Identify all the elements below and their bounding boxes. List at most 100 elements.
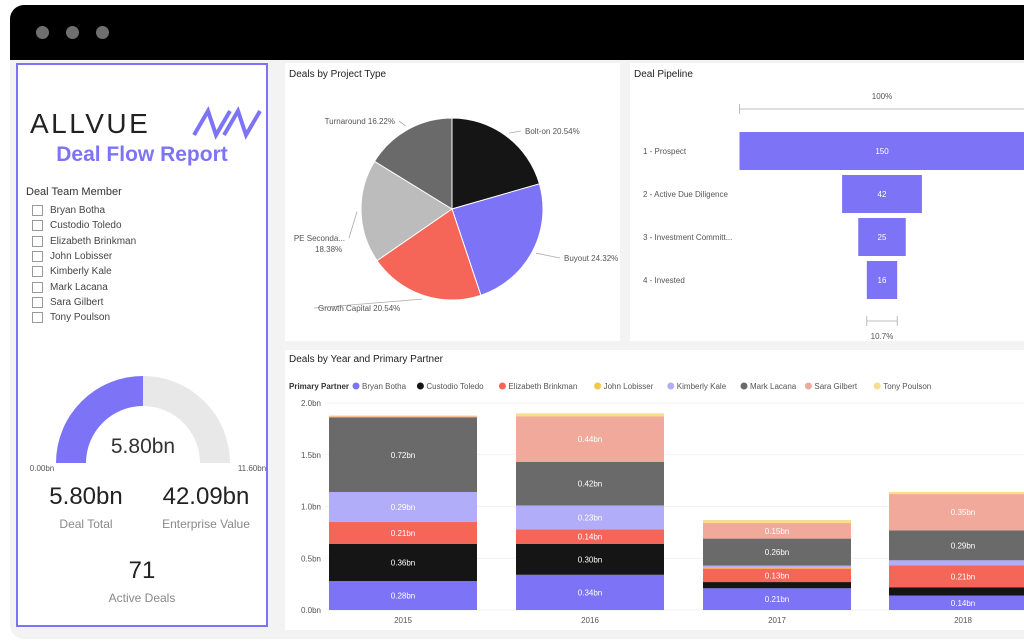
stacked-bar-segment[interactable] — [329, 492, 477, 523]
y-tick-label: 1.0bn — [301, 503, 321, 512]
legend-marker-icon — [667, 382, 675, 390]
stacked-bar-segment[interactable] — [516, 461, 664, 506]
pie-leader-line — [313, 298, 422, 309]
funnel-bar[interactable] — [842, 175, 922, 213]
checkbox-icon[interactable] — [32, 266, 43, 278]
deal-pipeline-funnel[interactable]: 100% 150 1 - Prospect 42 2 - Active Due Dili… — [630, 63, 1024, 341]
legend-marker-icon — [352, 382, 360, 390]
stacked-bar-segment[interactable] — [703, 568, 851, 583]
pie-slice-label: Buyout 24.32% — [564, 254, 618, 263]
funnel-bar-label: 150 — [875, 147, 889, 156]
pie-slice[interactable] — [373, 117, 453, 210]
stacked-bar-segment[interactable] — [329, 415, 477, 417]
pie-slice[interactable] — [376, 208, 482, 301]
checkbox-icon[interactable] — [32, 220, 43, 232]
stacked-bar-segment[interactable] — [889, 494, 1024, 531]
y-tick-label: 1.5bn — [301, 451, 321, 460]
x-tick-label: 2018 — [954, 616, 972, 625]
stacked-bar-segment[interactable] — [516, 574, 664, 610]
stacked-bar-segment[interactable] — [703, 523, 851, 539]
stacked-bar-segment[interactable] — [889, 587, 1024, 596]
segment-data-label: 0.13bn — [765, 571, 789, 580]
stacked-bar-segment[interactable] — [703, 588, 851, 610]
stacked-bar-segment[interactable] — [516, 529, 664, 544]
stacked-bar-segment[interactable] — [329, 416, 477, 418]
slicer-item[interactable]: Kimberly Kale — [32, 264, 136, 279]
checkbox-icon[interactable] — [32, 205, 43, 217]
slicer-item[interactable]: John Lobisser — [32, 249, 136, 264]
legend-marker-icon — [498, 382, 506, 390]
slicer-item[interactable]: Sara Gilbert — [32, 295, 136, 310]
checkbox-icon[interactable] — [32, 296, 43, 308]
slicer-item-label: Mark Lacana — [50, 281, 108, 293]
slicer-title: Deal Team Member — [26, 186, 122, 198]
stacked-bar-segment[interactable] — [516, 416, 664, 462]
pie-slice[interactable] — [451, 117, 541, 210]
stacked-bar-segment[interactable] — [889, 530, 1024, 561]
segment-data-label: 0.35bn — [951, 508, 975, 517]
stacked-bar-segment[interactable] — [516, 505, 664, 530]
summary-panel: ALLVUE Deal Flow Report Deal Team Member… — [16, 63, 268, 627]
legend-marker-icon — [740, 382, 748, 390]
slicer-item-label: Bryan Botha — [50, 205, 106, 217]
stacked-bar-segment[interactable] — [889, 560, 1024, 566]
close-dot-icon[interactable] — [36, 26, 49, 39]
stacked-bar-segment[interactable] — [516, 543, 664, 575]
slicer-item[interactable]: Mark Lacana — [32, 279, 136, 294]
funnel-bar-label: 42 — [878, 190, 887, 199]
stacked-bar-segment[interactable] — [703, 582, 851, 589]
funnel-category-label: 2 - Active Due Diligence — [643, 190, 728, 199]
checkbox-icon[interactable] — [32, 312, 43, 324]
segment-data-label: 0.21bn — [951, 572, 975, 581]
stacked-bar-segment[interactable] — [516, 413, 664, 417]
segment-data-label: 0.14bn — [578, 533, 602, 542]
pie-slice-percent: 18.38% — [315, 245, 342, 254]
legend-item: Elizabeth Brinkman — [508, 382, 577, 391]
pie-slice[interactable] — [451, 183, 544, 296]
stacked-bar-segment[interactable] — [329, 581, 477, 610]
stacked-bar-segment[interactable] — [703, 519, 851, 524]
checkbox-icon[interactable] — [32, 281, 43, 293]
deal-total-label: Deal Total — [59, 517, 113, 531]
pie-slice[interactable] — [360, 160, 453, 262]
slicer-item-label: Tony Poulson — [50, 312, 111, 324]
y-tick-label: 0.0bn — [301, 606, 321, 615]
stacked-bar-segment[interactable] — [329, 522, 477, 544]
x-tick-label: 2015 — [394, 616, 412, 625]
funnel-bar-label: 25 — [878, 233, 887, 242]
stacked-bar-segment[interactable] — [329, 543, 477, 582]
year-partner-stacked-bar-chart[interactable]: Primary Partner Bryan Botha Custodio Toled… — [285, 350, 1024, 630]
maximize-dot-icon[interactable] — [96, 26, 109, 39]
segment-data-label: 0.34bn — [578, 588, 602, 597]
stacked-bar-segment[interactable] — [889, 492, 1024, 495]
funnel-bar[interactable] — [858, 218, 906, 256]
funnel-bar[interactable] — [739, 132, 1024, 170]
pie-leader-line — [398, 120, 406, 127]
stacked-bar-segment[interactable] — [889, 595, 1024, 610]
funnel-category-label: 1 - Prospect — [643, 147, 687, 156]
logo-text: ALLVUE — [30, 108, 150, 139]
stacked-bar-segment[interactable] — [703, 538, 851, 566]
slicer-item[interactable]: Elizabeth Brinkman — [32, 234, 136, 249]
stacked-bar-segment[interactable] — [703, 567, 851, 569]
slicer-item[interactable]: Tony Poulson — [32, 310, 136, 325]
stacked-bar-segment[interactable] — [889, 565, 1024, 588]
deal-total-gauge: 5.80bn 0.00bn 11.60bn — [30, 376, 266, 473]
stacked-bar-segment[interactable] — [329, 417, 477, 493]
slicer-item[interactable]: Custodio Toledo — [32, 218, 136, 233]
stacked-bar-segment[interactable] — [703, 565, 851, 568]
legend-item: Custodio Toledo — [426, 382, 484, 391]
segment-data-label: 0.23bn — [578, 513, 602, 522]
slicer-item[interactable]: Bryan Botha — [32, 203, 136, 218]
pie-leader-line — [509, 130, 522, 134]
project-type-pie-chart[interactable]: Bolt-on 20.54% Buyout 24.32% Growth Capita… — [285, 63, 620, 341]
minimize-dot-icon[interactable] — [66, 26, 79, 39]
segment-data-label: 0.42bn — [578, 480, 602, 489]
allvue-logo-mark-icon — [192, 106, 262, 140]
active-deals-label: Active Deals — [108, 591, 176, 605]
gauge-fill — [56, 376, 143, 463]
funnel-bar[interactable] — [866, 261, 898, 299]
checkbox-icon[interactable] — [32, 251, 43, 263]
gauge-min-label: 0.00bn — [30, 464, 54, 473]
checkbox-icon[interactable] — [32, 235, 43, 247]
